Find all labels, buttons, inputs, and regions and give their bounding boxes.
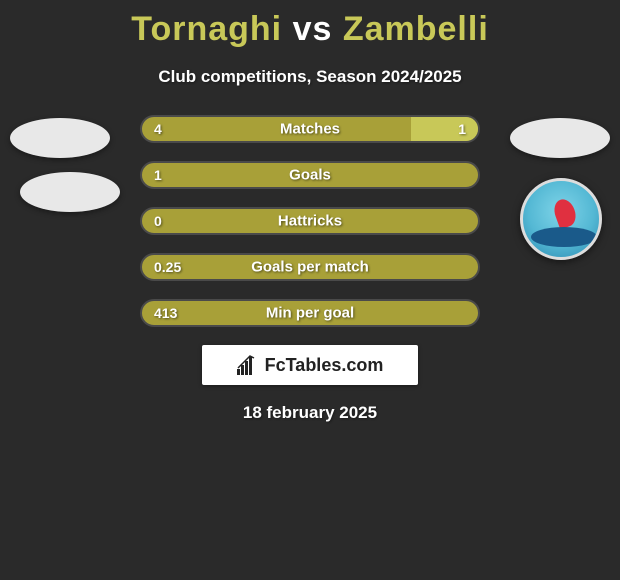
player1-badge-1 <box>10 118 110 158</box>
stat-value-left: 0 <box>154 213 162 229</box>
stat-value-left: 4 <box>154 121 162 137</box>
stat-value-left: 0.25 <box>154 259 181 275</box>
brand-text: FcTables.com <box>265 355 384 376</box>
date-text: 18 february 2025 <box>0 403 620 423</box>
stat-name: Goals <box>289 167 331 184</box>
player2-club-badge <box>520 178 602 260</box>
chart-icon <box>237 355 259 375</box>
stat-name: Goals per match <box>251 259 369 276</box>
player2-name: Zambelli <box>343 10 489 48</box>
player2-badge-1 <box>510 118 610 158</box>
stat-name: Min per goal <box>266 305 354 322</box>
stat-row: 413 Min per goal <box>140 299 480 327</box>
stat-value-right: 1 <box>458 121 466 137</box>
stat-row: 4 Matches 1 <box>140 115 480 143</box>
stats-list: 4 Matches 1 1 Goals 0 Hattricks 0.25 Goals per m… <box>140 115 480 327</box>
stat-name: Hattricks <box>278 213 342 230</box>
comparison-card: Tornaghi vs Zambelli Club competitions, … <box>0 0 620 423</box>
stat-fill-right <box>411 117 478 141</box>
stat-row: 0.25 Goals per match <box>140 253 480 281</box>
stat-row: 0 Hattricks <box>140 207 480 235</box>
page-title: Tornaghi vs Zambelli <box>0 10 620 49</box>
vs-text: vs <box>282 10 343 48</box>
stat-name: Matches <box>280 121 340 138</box>
subtitle: Club competitions, Season 2024/2025 <box>0 67 620 87</box>
player1-badge-2 <box>20 172 120 212</box>
player1-name: Tornaghi <box>131 10 282 48</box>
stat-row: 1 Goals <box>140 161 480 189</box>
brand-box[interactable]: FcTables.com <box>202 345 418 385</box>
stat-value-left: 413 <box>154 305 177 321</box>
stat-value-left: 1 <box>154 167 162 183</box>
